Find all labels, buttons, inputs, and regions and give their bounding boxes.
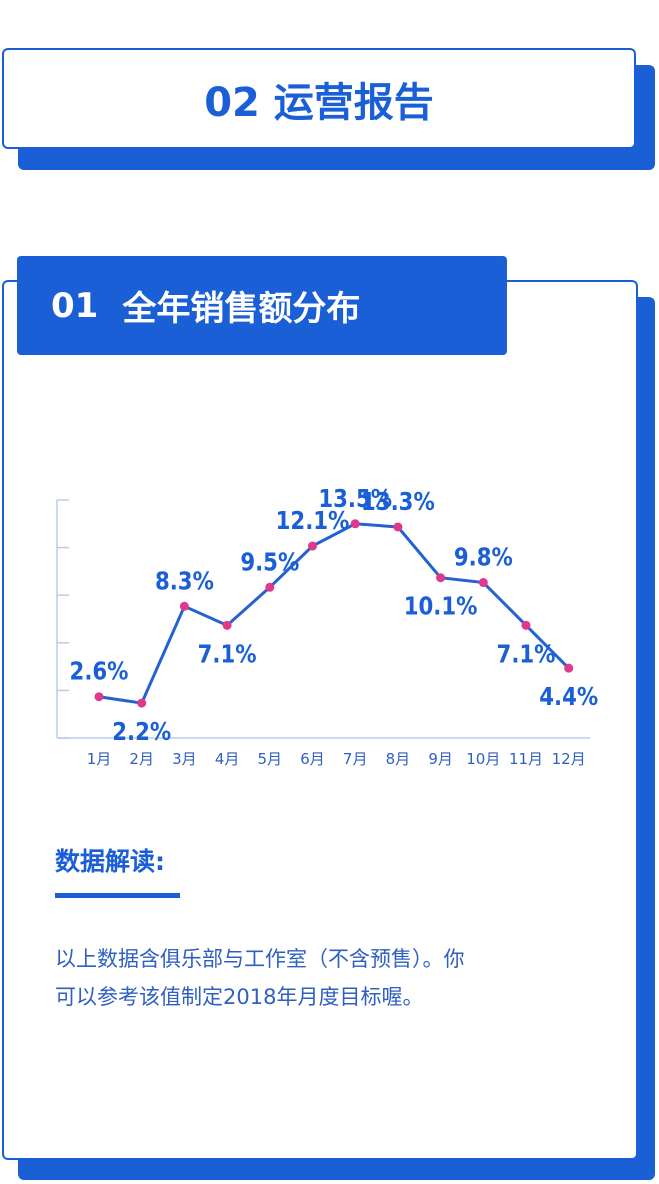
x-tick-label: 5月 [258, 750, 283, 768]
value-label: 7.1% [497, 640, 556, 669]
point [521, 620, 531, 630]
notes-heading: 数据解读: [55, 847, 165, 876]
point [265, 582, 275, 592]
x-tick-label: 4月 [215, 750, 240, 768]
x-tick-label: 9月 [428, 750, 453, 768]
point [478, 578, 488, 588]
point [94, 692, 104, 702]
value-label: 8.3% [155, 567, 214, 596]
card [2, 280, 638, 1160]
x-tick-label: 1月 [87, 750, 112, 768]
value-label: 9.8% [454, 543, 513, 572]
x-tick-label: 3月 [172, 750, 197, 768]
value-label: 13.3% [361, 487, 435, 516]
section-title: 全年销售额分布 [122, 289, 361, 329]
value-label: 2.2% [112, 717, 171, 746]
point [179, 601, 189, 611]
notes-line: 以上数据含俱乐部与工作室（不含预售）。你 [55, 947, 465, 971]
value-label: 2.6% [70, 657, 129, 686]
value-label: 10.1% [404, 592, 478, 621]
x-tick-label: 12月 [552, 750, 586, 768]
point [393, 522, 403, 532]
section-heading: 01 全年销售额分布 [17, 256, 507, 355]
section-number: 01 [51, 285, 99, 326]
value-label: 4.4% [539, 683, 598, 712]
header-card: 02 运营报告 [2, 48, 636, 149]
x-tick-label: 2月 [129, 750, 154, 768]
chart: 1月 2月 3月 4月 5月 6月 7月 8月 9月 10月 11月 12月 2.6% 2.2% 8.3% 7… [56, 484, 598, 768]
notes-text: 以上数据含俱乐部与工作室（不含预售）。你 可以参考该值制定2018年月度目标喔。 [55, 940, 465, 1016]
value-label: 9.5% [240, 548, 299, 577]
point [308, 541, 317, 551]
header-title: 02 运营报告 [204, 79, 434, 126]
x-tick-label: 10月 [466, 750, 500, 768]
x-tick-label: 11月 [509, 750, 543, 768]
notes-underline [55, 893, 180, 898]
notes-line: 可以参考该值制定2018年月度目标喔。 [55, 985, 424, 1009]
x-tick-label: 7月 [343, 750, 368, 768]
point [137, 698, 147, 708]
point [436, 573, 446, 583]
value-label: 13.5% [318, 484, 392, 513]
point [350, 519, 360, 529]
x-tick-label: 6月 [300, 750, 325, 768]
point [222, 620, 232, 630]
x-tick-label: 8月 [386, 750, 411, 768]
value-label: 12.1% [276, 506, 350, 535]
value-label: 7.1% [198, 640, 257, 669]
point [564, 663, 574, 673]
line [98, 522, 570, 705]
